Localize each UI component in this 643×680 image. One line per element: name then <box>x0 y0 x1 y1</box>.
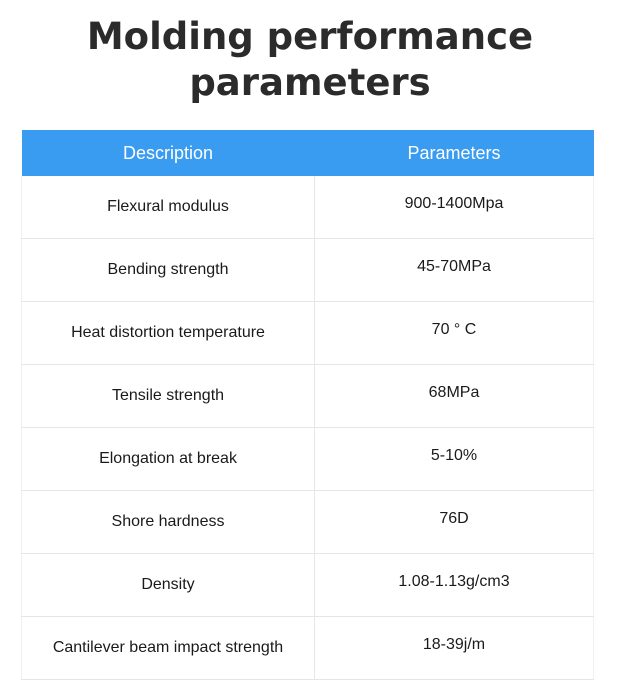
header-description: Description <box>21 130 315 176</box>
table-header-row: Description Parameters <box>21 130 594 176</box>
table-header: Description Parameters <box>21 130 594 176</box>
row-description: Bending strength <box>21 238 315 302</box>
table-row: Elongation at break 5-10% <box>21 427 594 491</box>
row-value: 76D <box>314 490 594 554</box>
table-row: Flexural modulus 900-1400Mpa <box>21 176 594 239</box>
row-value: 900-1400Mpa <box>314 176 594 239</box>
page-title-line-2: parameters <box>189 61 431 104</box>
table-row: Bending strength 45-70MPa <box>21 238 594 302</box>
parameters-table: Description Parameters Flexural modulus … <box>21 130 594 680</box>
row-value: 18-39j/m <box>314 616 594 680</box>
row-value: 5-10% <box>314 427 594 491</box>
row-description: Tensile strength <box>21 364 315 428</box>
row-description: Elongation at break <box>21 427 315 491</box>
row-value: 68MPa <box>314 364 594 428</box>
table-row: Heat distortion temperature 70 ° C <box>21 301 594 365</box>
table-row: Cantilever beam impact strength 18-39j/m <box>21 616 594 680</box>
header-parameters: Parameters <box>314 130 594 176</box>
table-body: Flexural modulus 900-1400Mpa Bending str… <box>21 176 594 680</box>
table-row: Shore hardness 76D <box>21 490 594 554</box>
row-description: Cantilever beam impact strength <box>21 616 315 680</box>
row-description: Heat distortion temperature <box>21 301 315 365</box>
row-value: 1.08-1.13g/cm3 <box>314 553 594 617</box>
table-row: Density 1.08-1.13g/cm3 <box>21 553 594 617</box>
page-title-line-1: Molding performance <box>86 15 534 58</box>
row-value: 45-70MPa <box>314 238 594 302</box>
row-description: Density <box>21 553 315 617</box>
table-row: Tensile strength 68MPa <box>21 364 594 428</box>
row-description: Shore hardness <box>21 490 315 554</box>
row-value: 70 ° C <box>314 301 594 365</box>
row-description: Flexural modulus <box>21 176 315 239</box>
page-title: Molding performance parameters <box>0 14 620 106</box>
